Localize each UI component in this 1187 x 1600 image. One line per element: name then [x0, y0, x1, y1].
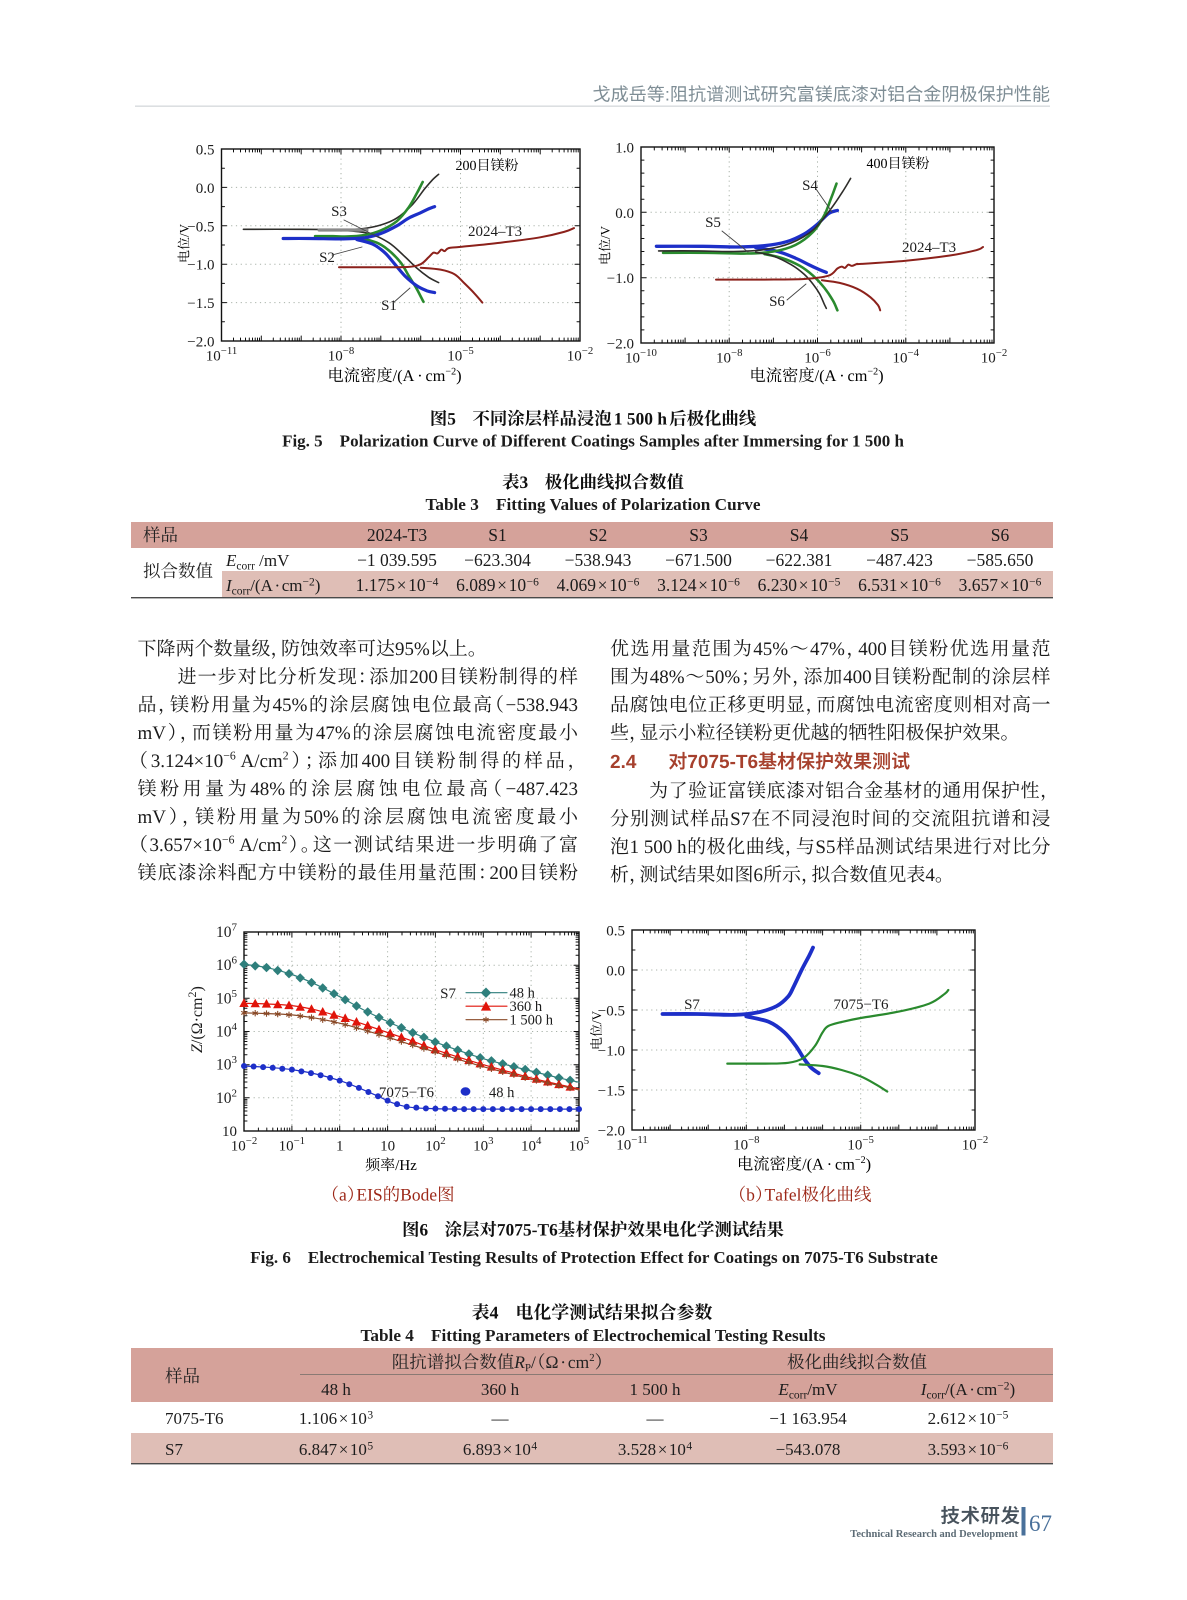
svg-text:2.612×10−5: 2.612×10−5 [928, 1409, 1009, 1428]
svg-text:0.0: 0.0 [196, 181, 215, 197]
svg-text:48 h: 48 h [489, 1085, 515, 1101]
svg-text:6.230×10−5: 6.230×10−5 [758, 575, 841, 595]
svg-text:S2: S2 [319, 250, 335, 266]
svg-text:1.106×103: 1.106×103 [299, 1409, 374, 1428]
svg-text:3.657×10−6: 3.657×10−6 [959, 575, 1042, 595]
svg-text:Fig. 6 Electrochemical Test: Fig. 6 Electrochemical Testing Results o… [250, 1248, 938, 1267]
svg-text:1 500 h: 1 500 h [630, 1380, 682, 1399]
svg-text:Icorr/(A·cm−2): Icorr/(A·cm−2) [920, 1380, 1015, 1402]
svg-text:Icorr/(A·cm−2): Icorr/(A·cm−2) [225, 576, 320, 598]
svg-text:−2.0: −2.0 [598, 1124, 625, 1140]
svg-text:10: 10 [222, 1124, 237, 1140]
svg-text:S6: S6 [769, 294, 785, 310]
svg-text:S1: S1 [488, 525, 506, 545]
svg-text:Table 3 Fitting Values of P: Table 3 Fitting Values of Polarization C… [425, 495, 760, 514]
svg-text:2024–T3: 2024–T3 [468, 224, 522, 240]
svg-text:7075-T6: 7075-T6 [165, 1409, 224, 1428]
svg-text:4.069×10−6: 4.069×10−6 [557, 575, 640, 595]
svg-text:—: — [646, 1409, 665, 1428]
svg-text:−585.650: −585.650 [967, 550, 1034, 570]
svg-text:−2.0: −2.0 [607, 337, 634, 353]
svg-text:−1 163.954: −1 163.954 [769, 1409, 847, 1428]
svg-text:Table 4 Fitting Parameters: Table 4 Fitting Parameters of Electroche… [361, 1326, 826, 1345]
svg-text:2024-T3: 2024-T3 [367, 525, 428, 545]
svg-text:360 h: 360 h [510, 999, 543, 1015]
svg-text:−538.943: −538.943 [565, 550, 632, 570]
svg-text:Technical Research and Develop: Technical Research and Development [850, 1529, 1018, 1540]
svg-text:Ecorr /mV: Ecorr /mV [225, 551, 290, 573]
svg-text:6.089×10−6: 6.089×10−6 [456, 575, 539, 595]
svg-text:S3: S3 [689, 525, 708, 545]
svg-text:Z/(Ω·cm2): Z/(Ω·cm2) [185, 986, 206, 1053]
svg-text:Fig. 5 Polarization Curve o: Fig. 5 Polarization Curve of Different C… [282, 432, 904, 451]
svg-text:3.528×104: 3.528×104 [618, 1440, 693, 1459]
svg-text:−1.0: −1.0 [607, 271, 634, 287]
svg-text:10: 10 [380, 1139, 395, 1155]
svg-text:48 h: 48 h [510, 986, 536, 1002]
svg-text:Ecorr/mV: Ecorr/mV [777, 1380, 838, 1402]
svg-text:67: 67 [1029, 1511, 1052, 1536]
svg-text:1: 1 [336, 1139, 344, 1155]
svg-text:360 h: 360 h [481, 1380, 520, 1399]
svg-text:3.593×10−6: 3.593×10−6 [928, 1440, 1009, 1459]
svg-text:3.124×10−6: 3.124×10−6 [657, 575, 740, 595]
svg-text:−487.423: −487.423 [866, 550, 933, 570]
svg-text:—: — [491, 1409, 510, 1428]
svg-text:S5: S5 [705, 215, 721, 231]
svg-text:2024–T3: 2024–T3 [902, 240, 956, 256]
svg-text:−671.500: −671.500 [665, 550, 732, 570]
svg-text:S5: S5 [890, 525, 909, 545]
svg-text:0.5: 0.5 [196, 143, 215, 159]
svg-text:−1.0: −1.0 [187, 258, 214, 274]
svg-text:−1.0: −1.0 [598, 1044, 625, 1060]
svg-text:1.0: 1.0 [615, 141, 634, 157]
svg-text:−622.381: −622.381 [766, 550, 833, 570]
svg-text:6.847×105: 6.847×105 [299, 1440, 374, 1459]
svg-text:48 h: 48 h [321, 1380, 351, 1399]
svg-text:−0.5: −0.5 [187, 219, 214, 235]
svg-text:S7: S7 [165, 1440, 183, 1459]
svg-text:S1: S1 [381, 298, 397, 314]
svg-text:7075−T6: 7075−T6 [833, 997, 889, 1013]
svg-text:S6: S6 [991, 525, 1010, 545]
svg-text:−0.5: −0.5 [598, 1004, 625, 1020]
svg-text:0.5: 0.5 [606, 924, 625, 940]
svg-text:−1.5: −1.5 [187, 296, 214, 312]
svg-text:6.893×104: 6.893×104 [463, 1440, 538, 1459]
svg-text:1 500 h: 1 500 h [510, 1013, 554, 1029]
svg-text:S4: S4 [802, 178, 818, 194]
svg-text:S3: S3 [331, 204, 347, 220]
svg-text:−543.078: −543.078 [776, 1440, 841, 1459]
svg-text:−1 039.595: −1 039.595 [357, 550, 437, 570]
svg-text:−1.5: −1.5 [598, 1084, 625, 1100]
svg-text:S4: S4 [790, 525, 809, 545]
svg-text:−623.304: −623.304 [464, 550, 531, 570]
svg-text:6.531×10−6: 6.531×10−6 [858, 575, 941, 595]
svg-text:0.0: 0.0 [615, 206, 634, 222]
svg-text:−2.0: −2.0 [187, 335, 214, 351]
svg-text:S7: S7 [684, 997, 700, 1013]
svg-text:0.0: 0.0 [606, 964, 625, 980]
svg-text:S7: S7 [440, 986, 456, 1002]
svg-text:7075−T6: 7075−T6 [379, 1085, 435, 1101]
svg-text:1.175×10−4: 1.175×10−4 [356, 575, 439, 595]
svg-text:S2: S2 [589, 525, 607, 545]
